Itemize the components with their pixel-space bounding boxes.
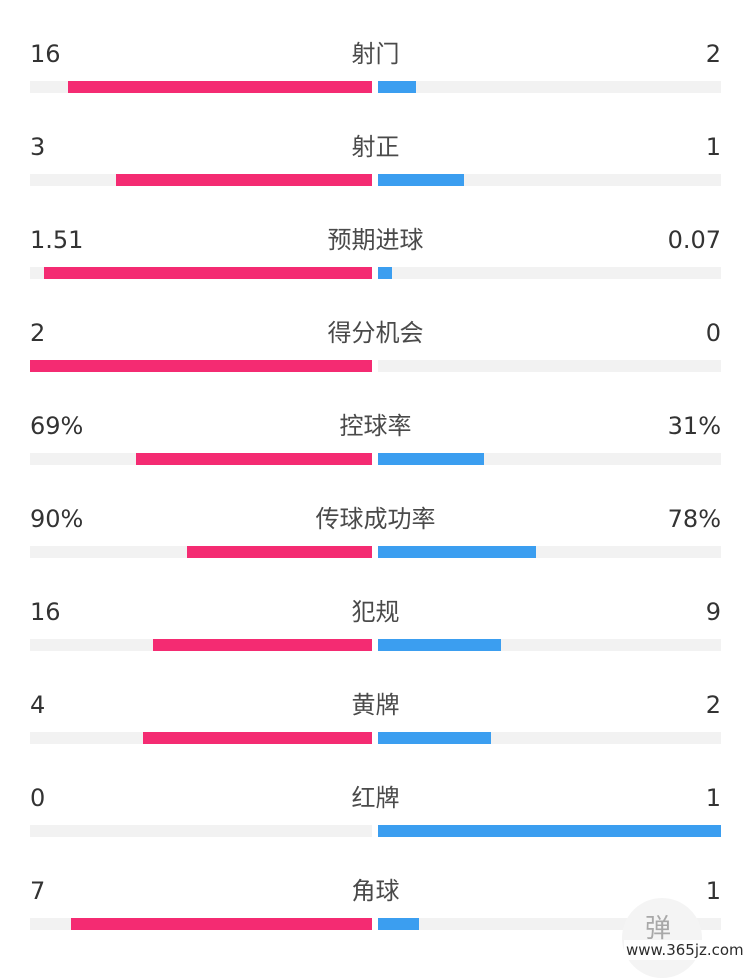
home-track <box>30 453 372 465</box>
home-track <box>30 918 372 930</box>
stat-row-expected-goals: 1.51 预期进球 0.07 <box>30 223 721 283</box>
home-track <box>30 360 372 372</box>
stat-row-big-chances: 2 得分机会 0 <box>30 316 721 376</box>
stat-row-shots: 16 射门 2 <box>30 37 721 97</box>
home-bar <box>71 918 372 930</box>
stat-label: 角球 <box>351 877 400 905</box>
stat-row-possession: 69% 控球率 31% <box>30 409 721 469</box>
stat-row-yellow-cards: 4 黄牌 2 <box>30 688 721 748</box>
away-bar <box>378 267 392 279</box>
away-value: 1 <box>705 133 721 161</box>
home-bar <box>43 267 372 279</box>
away-track <box>378 81 721 93</box>
away-bar <box>378 918 420 930</box>
home-track <box>30 546 372 558</box>
stat-row-fouls: 16 犯规 9 <box>30 595 721 655</box>
away-bar <box>378 453 485 465</box>
stat-label: 黄牌 <box>351 691 400 719</box>
home-track <box>30 174 372 186</box>
away-track <box>378 267 721 279</box>
home-track <box>30 81 372 93</box>
stat-label: 红牌 <box>351 784 400 812</box>
danmaku-label: 弹 <box>645 914 672 944</box>
stat-label: 犯规 <box>351 598 400 626</box>
stat-label: 射正 <box>351 133 400 161</box>
away-value: 2 <box>705 40 721 68</box>
home-track <box>30 732 372 744</box>
home-bar <box>142 732 372 744</box>
home-bar <box>136 453 372 465</box>
away-value: 31% <box>667 412 721 440</box>
stat-label: 射门 <box>351 40 400 68</box>
home-value: 90% <box>30 505 84 533</box>
stat-label: 控球率 <box>339 412 412 440</box>
home-bar <box>153 639 372 651</box>
away-track <box>378 453 721 465</box>
stat-row-shots-on-target: 3 射正 1 <box>30 130 721 190</box>
home-value: 1.51 <box>30 226 84 254</box>
home-value: 0 <box>30 784 46 812</box>
away-bar <box>378 81 416 93</box>
away-value: 0 <box>705 319 721 347</box>
away-bar <box>378 174 464 186</box>
away-value: 78% <box>667 505 721 533</box>
home-bar <box>67 81 372 93</box>
home-track <box>30 639 372 651</box>
away-track <box>378 639 721 651</box>
home-value: 69% <box>30 412 84 440</box>
home-bar <box>115 174 372 186</box>
away-value: 1 <box>705 877 721 905</box>
away-track <box>378 546 721 558</box>
away-value: 9 <box>705 598 721 626</box>
stat-row-pass-accuracy: 90% 传球成功率 78% <box>30 502 721 562</box>
away-value: 0.07 <box>667 226 721 254</box>
away-track <box>378 360 721 372</box>
away-track <box>378 732 721 744</box>
away-value: 2 <box>705 691 721 719</box>
home-track <box>30 825 372 837</box>
stat-label: 传球成功率 <box>315 505 436 533</box>
home-bar <box>187 546 372 558</box>
stat-label: 得分机会 <box>327 319 424 347</box>
away-track <box>378 825 721 837</box>
away-track <box>378 174 721 186</box>
away-bar <box>378 546 536 558</box>
stat-label: 预期进球 <box>327 226 424 254</box>
home-value: 2 <box>30 319 46 347</box>
away-value: 1 <box>705 784 721 812</box>
away-bar <box>378 639 502 651</box>
home-track <box>30 267 372 279</box>
home-bar <box>30 360 372 372</box>
site-watermark: www.365jz.com <box>624 940 746 960</box>
stat-row-red-cards: 0 红牌 1 <box>30 781 721 841</box>
away-bar <box>378 732 492 744</box>
home-value: 16 <box>30 598 61 626</box>
home-value: 7 <box>30 877 46 905</box>
home-value: 3 <box>30 133 46 161</box>
home-value: 4 <box>30 691 46 719</box>
home-value: 16 <box>30 40 61 68</box>
stat-row-corners: 7 角球 1 <box>30 874 721 934</box>
away-bar <box>378 825 721 837</box>
